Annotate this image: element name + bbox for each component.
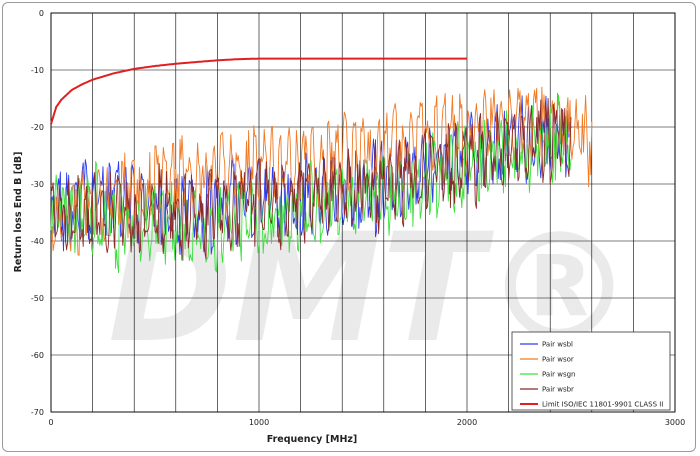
x-tick-label: 0: [48, 418, 53, 427]
x-axis-title: Frequency [MHz]: [267, 434, 358, 445]
series-lines: [50, 57, 593, 274]
legend-box: [511, 331, 671, 411]
x-tick-label: 2000: [457, 418, 477, 427]
series-line-4: [50, 57, 467, 125]
y-tick-label: -50: [31, 294, 44, 303]
y-axis-title: Return loss End B [dB]: [13, 152, 24, 273]
series-line-3: [50, 97, 572, 261]
tick-labels: 0 1000 2000 3000 0 -10 -20 -30 -40 -50 -60 -70: [31, 9, 685, 427]
legend-entry: Pair wsgn: [542, 371, 576, 379]
plot-area-border: [50, 12, 676, 413]
series-line-2: [50, 94, 572, 274]
y-tick-label: -10: [31, 66, 44, 75]
legend-entry: Pair wsbr: [542, 386, 574, 394]
legend-entry: Pair wsbl: [542, 341, 573, 349]
x-tick-label: 3000: [665, 418, 685, 427]
y-tick-label: 0: [39, 9, 44, 18]
y-tick-label: -30: [31, 180, 44, 189]
legend: Pair wsbl Pair wsor Pair wsgn Pair wsbr Limi…: [511, 331, 671, 411]
legend-entry: Pair wsor: [542, 356, 574, 364]
y-tick-label: -40: [31, 237, 44, 246]
legend-entry: Limit ISO/IEC 11801-9901 CLASS II: [542, 401, 663, 409]
x-tick-label: 1000: [249, 418, 269, 427]
y-tick-label: -70: [31, 408, 44, 417]
y-tick-label: -60: [31, 351, 44, 360]
y-tick-label: -20: [31, 123, 44, 132]
